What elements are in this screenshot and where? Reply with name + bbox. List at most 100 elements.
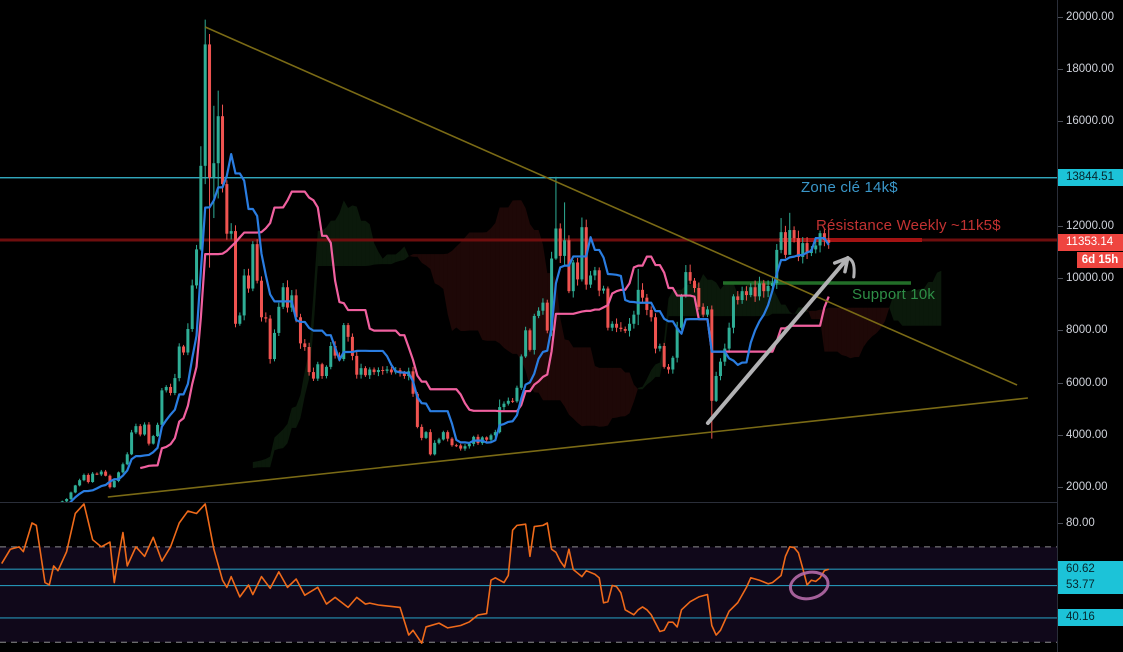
ichimoku-cloud-bullish bbox=[690, 283, 695, 317]
ichimoku-cloud-bearish bbox=[430, 254, 435, 284]
candle-body bbox=[255, 244, 259, 281]
candle-body bbox=[528, 330, 532, 350]
candle-body bbox=[415, 393, 419, 427]
candle-body bbox=[169, 386, 173, 393]
ichimoku-cloud-bearish bbox=[486, 228, 491, 341]
rsi-pane[interactable] bbox=[0, 503, 1057, 652]
ichimoku-cloud-bearish bbox=[534, 229, 539, 393]
candle-body bbox=[498, 407, 502, 433]
price-axis-label: 10000.00 bbox=[1066, 272, 1114, 285]
price-axis-tick bbox=[1058, 225, 1063, 227]
ichimoku-cloud-bullish bbox=[265, 456, 271, 468]
ichimoku-cloud-bearish bbox=[616, 367, 621, 418]
candle-body bbox=[740, 291, 744, 301]
candle-body bbox=[182, 346, 186, 353]
candle-body bbox=[801, 243, 805, 257]
candle-body bbox=[796, 238, 800, 257]
ichimoku-cloud-bullish bbox=[928, 281, 933, 326]
candle-body bbox=[95, 473, 99, 475]
candle-body bbox=[788, 230, 792, 255]
ichimoku-cloud-bearish bbox=[603, 367, 608, 427]
ichimoku-cloud-bullish bbox=[278, 429, 284, 449]
price-axis-label: 12000.00 bbox=[1066, 219, 1114, 232]
ichimoku-cloud-bullish bbox=[382, 254, 388, 265]
candle-body bbox=[628, 323, 632, 331]
ascending-trendline[interactable] bbox=[107, 397, 1028, 498]
ichimoku-cloud-bearish bbox=[633, 384, 639, 402]
candle-body bbox=[229, 231, 233, 234]
rsi-line bbox=[1, 503, 829, 644]
pane-separator[interactable] bbox=[0, 502, 1123, 503]
ichimoku-cloud-bullish bbox=[923, 281, 929, 326]
candle-body bbox=[502, 403, 506, 408]
ichimoku-cloud-bearish bbox=[490, 223, 496, 341]
zone-cle-label[interactable]: Zone clé 14k$ bbox=[801, 179, 898, 196]
ichimoku-cloud-bearish bbox=[508, 200, 513, 354]
candle-body bbox=[151, 436, 155, 444]
ichimoku-cloud-bullish bbox=[893, 294, 898, 321]
candle-body bbox=[73, 485, 77, 493]
price-axis-label: 8000.00 bbox=[1066, 324, 1108, 337]
ichimoku-cloud-bullish bbox=[270, 437, 275, 468]
candle-body bbox=[563, 240, 567, 256]
support-label[interactable]: Support 10k bbox=[852, 286, 936, 303]
ichimoku-cloud-bearish bbox=[469, 232, 474, 331]
candle-body bbox=[203, 44, 207, 166]
ichimoku-cloud-bearish bbox=[447, 250, 453, 332]
ichimoku-cloud-bullish bbox=[664, 298, 669, 354]
price-axis-label: 18000.00 bbox=[1066, 63, 1114, 76]
ichimoku-cloud-bearish bbox=[876, 307, 881, 334]
ichimoku-cloud-bullish bbox=[395, 250, 401, 263]
candle-body bbox=[610, 323, 614, 328]
candle-body bbox=[606, 288, 610, 328]
rsi-axis-label: 80.00 bbox=[1066, 517, 1095, 529]
trend-arrow-shaft[interactable] bbox=[705, 255, 850, 426]
ichimoku-cloud-bearish bbox=[590, 347, 595, 426]
candle-body bbox=[117, 472, 121, 481]
rsi-ellipse-annotation[interactable] bbox=[788, 569, 831, 602]
ichimoku-cloud-bearish bbox=[837, 307, 842, 355]
candle-body bbox=[316, 364, 320, 379]
candle-body bbox=[524, 330, 528, 357]
ichimoku-cloud-bearish bbox=[841, 307, 847, 357]
candle-body bbox=[450, 438, 454, 446]
price-axis[interactable]: 20000.00 18000.00 16000.00 12000.00 10000.00… bbox=[1057, 0, 1123, 652]
candle-body bbox=[363, 368, 367, 376]
ichimoku-cloud-bearish bbox=[607, 367, 613, 426]
ichimoku-cloud-bullish bbox=[720, 283, 725, 317]
candle-body bbox=[359, 368, 363, 375]
ichimoku-cloud-bearish bbox=[460, 237, 465, 332]
candle-body bbox=[731, 296, 735, 328]
ichimoku-cloud-bearish bbox=[516, 200, 522, 361]
resistance-label[interactable]: Résistance Weekly ~11k5$ bbox=[816, 217, 1001, 234]
ichimoku-cloud-bearish bbox=[465, 232, 470, 332]
ichimoku-cloud-bearish bbox=[807, 307, 812, 320]
ichimoku-cloud-bullish bbox=[902, 291, 907, 326]
candle-body bbox=[376, 370, 380, 373]
candle-body bbox=[688, 272, 692, 281]
ichimoku-cloud-bearish bbox=[413, 254, 418, 257]
candle-body bbox=[649, 309, 653, 318]
price-pane[interactable] bbox=[0, 0, 1057, 503]
ichimoku-cloud-bullish bbox=[646, 370, 652, 385]
descending-trendline[interactable] bbox=[204, 26, 1018, 386]
ichimoku-cloud-bearish bbox=[850, 307, 855, 359]
ichimoku-cloud-bullish bbox=[668, 290, 673, 317]
candle-body bbox=[298, 317, 302, 344]
bar-countdown-badge: 6d 15h bbox=[1077, 252, 1123, 268]
candle-body bbox=[779, 232, 783, 250]
candle-body bbox=[195, 249, 199, 286]
candle-body bbox=[164, 386, 168, 391]
candle-body bbox=[757, 283, 761, 297]
ichimoku-cloud-bullish bbox=[655, 362, 660, 377]
candle-body bbox=[259, 280, 263, 318]
candle-body bbox=[272, 332, 276, 360]
ichimoku-cloud-bullish bbox=[906, 290, 911, 326]
candle-body bbox=[684, 272, 688, 297]
candle-body bbox=[234, 231, 238, 324]
ichimoku-cloud-bullish bbox=[776, 295, 782, 314]
ichimoku-cloud-bullish bbox=[291, 406, 297, 428]
candle-body bbox=[537, 310, 541, 316]
candle-body bbox=[753, 287, 757, 297]
candle-body bbox=[805, 243, 809, 254]
